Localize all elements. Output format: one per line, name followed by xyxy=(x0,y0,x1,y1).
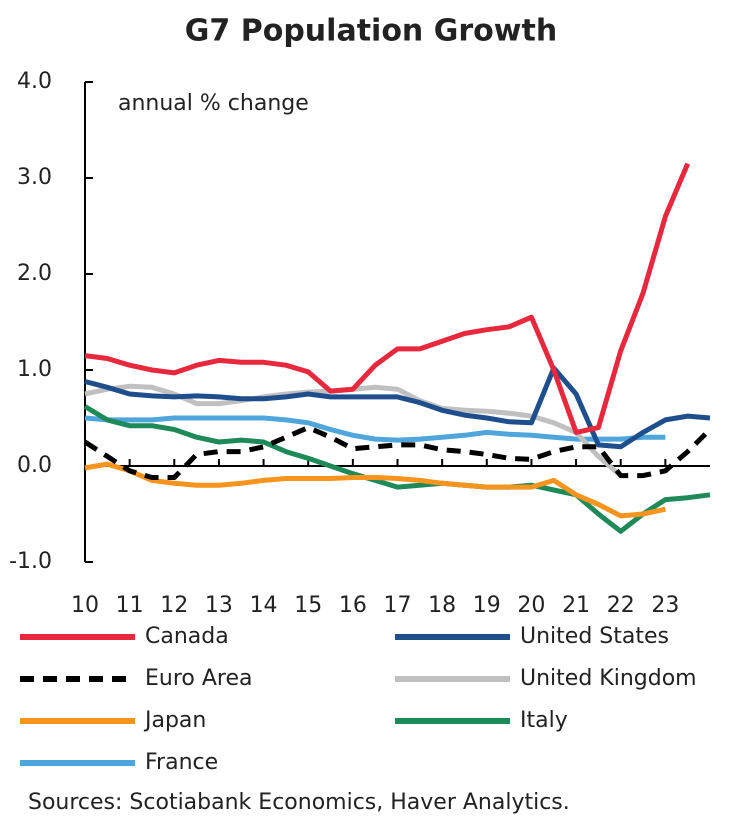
legend-label: France xyxy=(145,750,218,775)
y-tick-label: 3.0 xyxy=(17,165,52,190)
x-tick-label: 19 xyxy=(473,593,501,618)
x-tick-label: 21 xyxy=(562,593,590,618)
series-line xyxy=(84,415,666,443)
x-tick-label: 14 xyxy=(250,593,278,618)
x-tick-label: 18 xyxy=(428,593,456,618)
y-tick-label: 4.0 xyxy=(17,69,52,94)
x-tick-label: 11 xyxy=(116,593,144,618)
series-line xyxy=(83,404,711,534)
x-tick-label: 13 xyxy=(205,593,233,618)
y-tick-label: 1.0 xyxy=(17,357,52,382)
series-line xyxy=(84,461,666,519)
legend-label: Italy xyxy=(520,708,568,733)
x-tick-label: 12 xyxy=(160,593,188,618)
annotation: annual % change xyxy=(118,91,309,116)
x-tick-label: 23 xyxy=(651,593,679,618)
y-tick-label: -1.0 xyxy=(9,549,52,574)
legend-label: Canada xyxy=(145,624,229,649)
x-tick-label: 16 xyxy=(339,593,367,618)
y-tick-label: 0.0 xyxy=(17,453,52,478)
x-tick-label: 10 xyxy=(71,593,99,618)
series-line xyxy=(83,425,712,480)
source: Sources: Scotiabank Economics, Haver Ana… xyxy=(28,790,570,815)
series-line xyxy=(84,365,711,450)
x-tick-label: 15 xyxy=(294,593,322,618)
legend-label: United Kingdom xyxy=(520,666,697,691)
legend-label: United States xyxy=(520,624,669,649)
x-tick-label: 17 xyxy=(384,593,412,618)
y-tick-label: 2.0 xyxy=(17,261,52,286)
legend-label: Euro Area xyxy=(145,666,253,691)
legend-label: Japan xyxy=(143,708,206,733)
chart-title: G7 Population Growth xyxy=(185,14,557,49)
x-tick-label: 22 xyxy=(607,593,635,618)
series-line xyxy=(84,162,691,435)
x-tick-label: 20 xyxy=(517,593,545,618)
